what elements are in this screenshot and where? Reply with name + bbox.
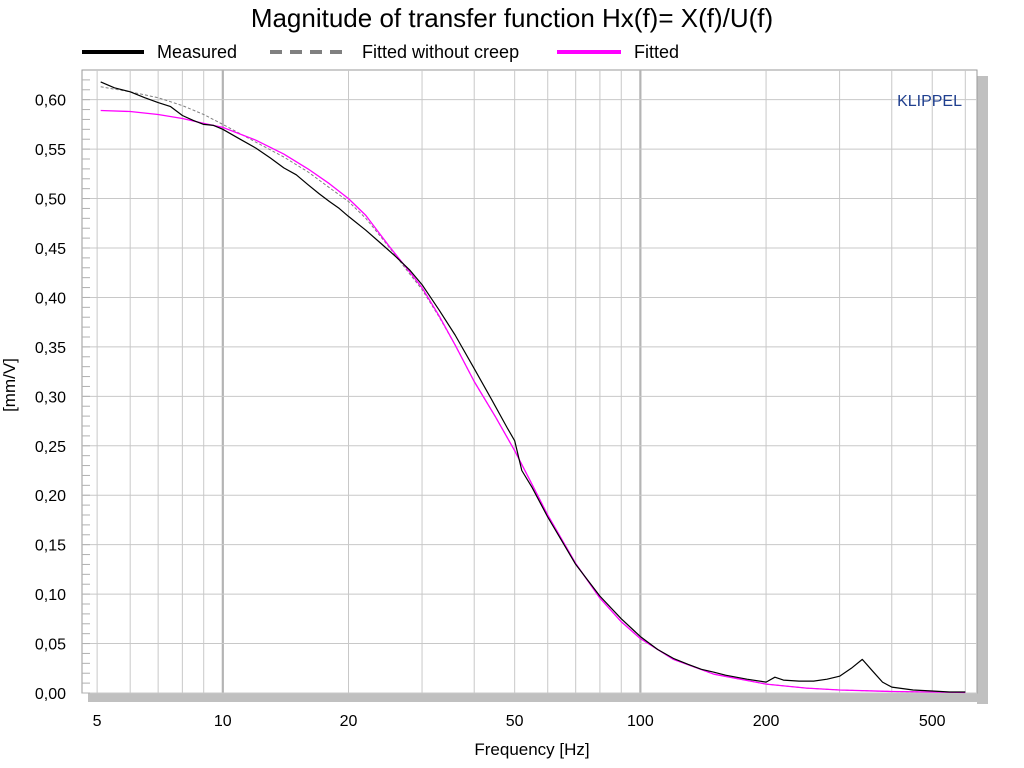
plot-shadow-bottom <box>88 693 988 702</box>
y-tick-label: 0,35 <box>35 340 66 357</box>
y-tick-label: 0,10 <box>35 587 66 604</box>
x-tick-label: 10 <box>214 713 232 730</box>
plot-shadow <box>88 76 988 704</box>
x-tick-label: 5 <box>93 713 102 730</box>
legend: Measured Fitted without creep Fitted <box>82 42 679 62</box>
y-tick-label: 0,30 <box>35 389 66 406</box>
x-tick-label: 200 <box>753 713 780 730</box>
grid <box>82 70 977 694</box>
y-tick-label: 0,45 <box>35 241 66 258</box>
plot-area <box>81 69 978 694</box>
x-tick-label: 100 <box>627 713 654 730</box>
y-axis-label: [mm/V] <box>0 358 19 412</box>
y-tick-label: 0,60 <box>35 93 66 110</box>
y-tick-label: 0,55 <box>35 142 66 159</box>
series-measured-line <box>100 81 966 693</box>
plot-shadow-right <box>977 76 988 704</box>
y-tick-label: 0,05 <box>35 637 66 654</box>
series-layer <box>100 81 966 694</box>
y-tick-label: 0,40 <box>35 290 66 307</box>
legend-label-measured: Measured <box>157 42 237 62</box>
x-axis-label: Frequency [Hz] <box>474 740 589 759</box>
chart-title: Magnitude of transfer function Hx(f)= X(… <box>251 3 773 33</box>
legend-label-fitted: Fitted <box>634 42 679 62</box>
x-tick-label: 20 <box>340 713 358 730</box>
x-tick-label: 50 <box>506 713 524 730</box>
watermark: KLIPPEL <box>897 93 962 110</box>
y-tick-label: 0,25 <box>35 439 66 456</box>
y-tick-label: 0,50 <box>35 192 66 209</box>
x-tick-label: 500 <box>919 713 946 730</box>
y-tick-label: 0,00 <box>35 686 66 703</box>
y-tick-label: 0,20 <box>35 488 66 505</box>
y-tick-label: 0,15 <box>35 538 66 555</box>
x-axis: 5 10 20 50 100 200 500 <box>93 713 946 730</box>
series-fitted-line <box>100 109 966 694</box>
legend-label-fitted-without-creep: Fitted without creep <box>362 42 519 62</box>
y-axis: 0,00 0,05 0,10 0,15 0,20 0,25 0,30 0,35 0,40 0,45… <box>35 93 66 703</box>
